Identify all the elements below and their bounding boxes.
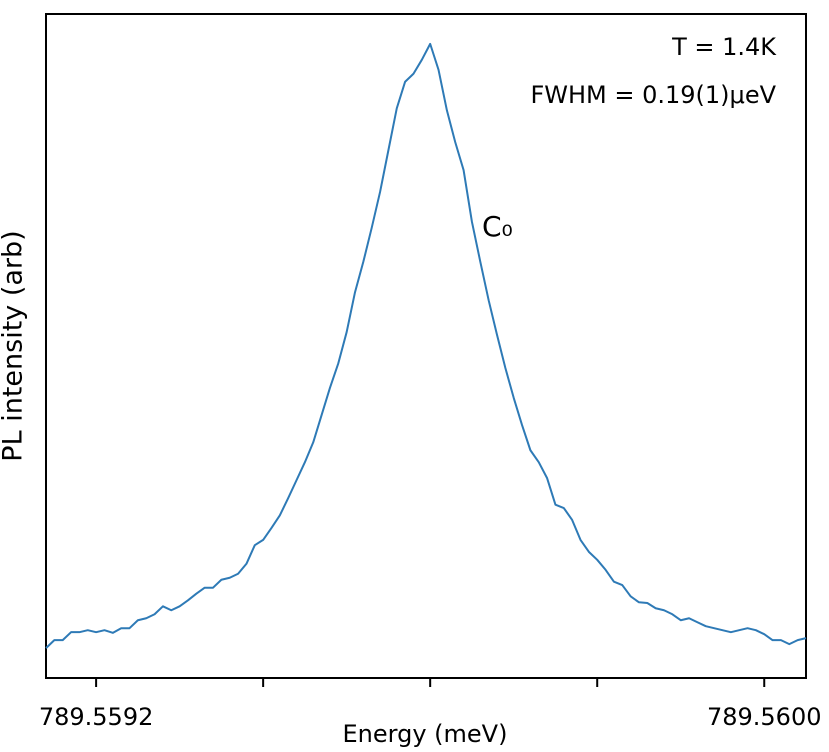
x-tick-label: 789.5600 (707, 703, 822, 731)
x-tick-label: 789.5592 (39, 703, 154, 731)
x-axis-label: Energy (meV) (343, 720, 508, 748)
annotation: FWHM = 0.19(1)μeV (530, 81, 776, 109)
plot-frame (45, 13, 807, 679)
line-series (45, 42, 807, 649)
annotation: C₀ (482, 210, 513, 243)
annotation: T = 1.4K (671, 33, 777, 61)
y-axis-label: PL intensity (arb) (0, 230, 29, 461)
